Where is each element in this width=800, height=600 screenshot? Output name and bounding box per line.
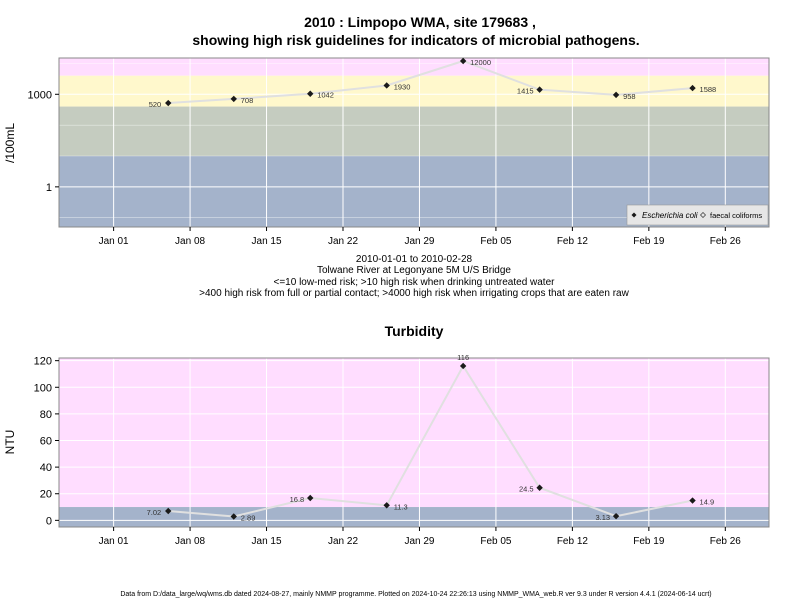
data-label: 2.89 bbox=[241, 514, 256, 523]
data-label: 14.9 bbox=[700, 498, 715, 507]
y-tick-label: 80 bbox=[40, 409, 52, 421]
series-line bbox=[168, 364, 693, 518]
legend-label-ecoli: Escherichia coli bbox=[642, 211, 698, 220]
x-tick-label: Feb 05 bbox=[480, 236, 512, 247]
series-line bbox=[168, 59, 693, 105]
x-tick-label: Feb 05 bbox=[480, 536, 512, 547]
data-point bbox=[689, 84, 696, 92]
data-label: 7.02 bbox=[147, 508, 162, 517]
y-tick-label: 1 bbox=[46, 182, 52, 194]
y-tick-label: 60 bbox=[40, 436, 52, 448]
caption-drinking-guideline: <=10 low-med risk; >10 high risk when dr… bbox=[274, 277, 556, 288]
x-tick-label: Jan 29 bbox=[404, 536, 434, 547]
x-tick-label: Jan 29 bbox=[404, 236, 434, 247]
x-tick-label: Jan 15 bbox=[252, 536, 282, 547]
x-tick-label: Feb 12 bbox=[557, 236, 589, 247]
risk-band-1 bbox=[59, 507, 769, 527]
x-tick-label: Feb 26 bbox=[710, 536, 742, 547]
x-tick-label: Jan 01 bbox=[99, 536, 129, 547]
data-point bbox=[612, 91, 620, 99]
data-point bbox=[612, 512, 620, 520]
data-point bbox=[459, 362, 467, 370]
data-point bbox=[165, 99, 172, 107]
y-tick-label: 120 bbox=[34, 356, 52, 368]
x-tick-label: Feb 19 bbox=[633, 236, 665, 247]
data-label: 520 bbox=[149, 100, 162, 109]
y-tick-label: 0 bbox=[46, 515, 52, 527]
x-tick-label: Feb 12 bbox=[557, 536, 589, 547]
data-point bbox=[230, 95, 237, 103]
y-tick-label: 20 bbox=[40, 489, 52, 501]
data-point bbox=[536, 484, 543, 491]
y-axis-label: /100mL bbox=[3, 123, 17, 163]
data-point bbox=[383, 502, 390, 509]
data-label: 958 bbox=[623, 92, 636, 101]
data-label: 1042 bbox=[317, 91, 334, 100]
y-axis-label: NTU bbox=[3, 430, 17, 455]
data-label: 16.8 bbox=[290, 495, 305, 504]
legend-marker-ecoli bbox=[631, 212, 637, 218]
data-point bbox=[536, 86, 543, 93]
y-tick-label: 1000 bbox=[28, 89, 52, 101]
chart-title-line1: 2010 : Limpopo WMA, site 179683 , bbox=[304, 14, 536, 30]
x-tick-label: Jan 01 bbox=[99, 236, 129, 247]
legend-label-faecal: faecal coliforms bbox=[710, 211, 762, 220]
x-tick-label: Jan 08 bbox=[175, 536, 205, 547]
data-point bbox=[230, 513, 237, 520]
risk-band-0 bbox=[59, 358, 769, 508]
legend-marker-faecal bbox=[700, 212, 706, 218]
caption-period: 2010-01-01 to 2010-02-28 bbox=[356, 254, 473, 265]
data-label: 12000 bbox=[470, 58, 491, 67]
data-point bbox=[689, 497, 696, 504]
y-tick-label: 40 bbox=[40, 462, 52, 474]
x-tick-label: Jan 22 bbox=[328, 536, 358, 547]
data-point bbox=[307, 90, 314, 97]
x-tick-label: Feb 26 bbox=[710, 236, 742, 247]
legend-box bbox=[626, 204, 769, 226]
risk-band-0 bbox=[59, 58, 769, 76]
data-label: 116 bbox=[457, 353, 469, 362]
plot-frame bbox=[58, 357, 770, 528]
pathogen-panel: Jan 01 Jan 08 Jan 15 Jan 22 Jan 29 Feb 05 Feb … bbox=[3, 57, 770, 247]
caption-site: Tolwane River at Legonyane 5M U/S Bridge bbox=[317, 265, 511, 276]
data-label: 708 bbox=[241, 96, 254, 105]
data-point bbox=[165, 507, 172, 515]
data-point bbox=[383, 82, 390, 89]
turbidity-title: Turbidity bbox=[385, 323, 444, 339]
caption-contact-guideline: >400 high risk from full or partial cont… bbox=[199, 288, 629, 299]
data-label: 1415 bbox=[517, 87, 534, 96]
legend: Escherichia coli faecal coliforms bbox=[626, 204, 769, 226]
x-tick-label: Jan 08 bbox=[175, 236, 205, 247]
data-label: 11.3 bbox=[394, 502, 408, 511]
data-label: 24.5 bbox=[519, 485, 534, 494]
x-tick-label: Jan 15 bbox=[252, 236, 282, 247]
risk-band-2 bbox=[59, 106, 769, 157]
chart-title-line2: showing high risk guidelines for indicat… bbox=[192, 32, 639, 48]
footer-note: Data from D:/data_large/wq/wms.db dated … bbox=[120, 591, 711, 598]
y-tick-label: 100 bbox=[34, 382, 52, 394]
x-tick-label: Jan 22 bbox=[328, 236, 358, 247]
data-point bbox=[459, 57, 467, 65]
data-label: 1588 bbox=[700, 85, 717, 94]
x-tick-label: Feb 19 bbox=[633, 536, 665, 547]
data-label: 3.13 bbox=[595, 513, 610, 522]
turbidity-panel: Jan 01 Jan 08 Jan 15 Jan 22 Jan 29 Feb 05 Feb … bbox=[3, 353, 770, 547]
data-label: 1930 bbox=[394, 82, 411, 91]
data-point bbox=[307, 494, 314, 502]
plot-frame bbox=[58, 57, 770, 228]
